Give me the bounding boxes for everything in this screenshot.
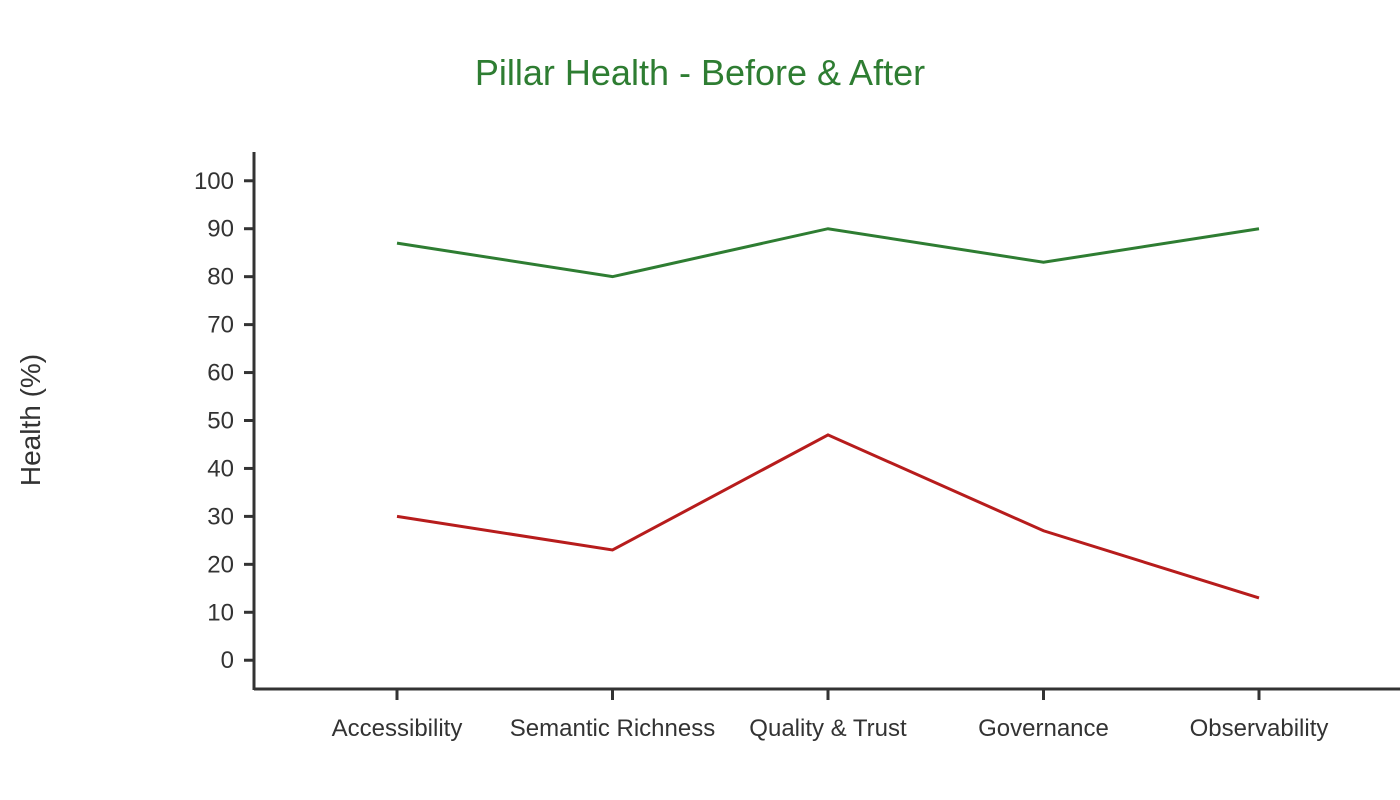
series-lines: [396, 227, 1260, 600]
y-tick-label: 100: [194, 168, 234, 195]
y-tick-label: 80: [207, 264, 234, 291]
x-axis-ticks: Accessibility Semantic Richness Quality & …: [332, 689, 1329, 742]
y-axis-ticks: 0 10 20 30 40 50 60 70 80 90 100: [194, 168, 254, 674]
x-tick-label: Observability: [1190, 715, 1329, 742]
y-tick-label: 50: [207, 408, 234, 435]
x-tick-label: Semantic Richness: [510, 715, 715, 742]
chart-title: Pillar Health - Before & After: [475, 52, 925, 93]
series-line-2: [396, 433, 1260, 600]
y-tick-label: 10: [207, 599, 234, 626]
y-tick-label: 20: [207, 551, 234, 578]
y-tick-label: 0: [221, 647, 234, 674]
y-tick-label: 30: [207, 503, 234, 530]
series-line-1: [396, 227, 1260, 279]
x-tick-label: Quality & Trust: [749, 715, 907, 742]
y-axis-title: Health (%): [15, 354, 46, 486]
x-tick-label: Accessibility: [332, 715, 463, 742]
y-tick-label: 40: [207, 455, 234, 482]
y-tick-label: 60: [207, 360, 234, 387]
y-tick-label: 90: [207, 216, 234, 243]
x-tick-label: Governance: [978, 715, 1109, 742]
y-tick-label: 70: [207, 312, 234, 339]
